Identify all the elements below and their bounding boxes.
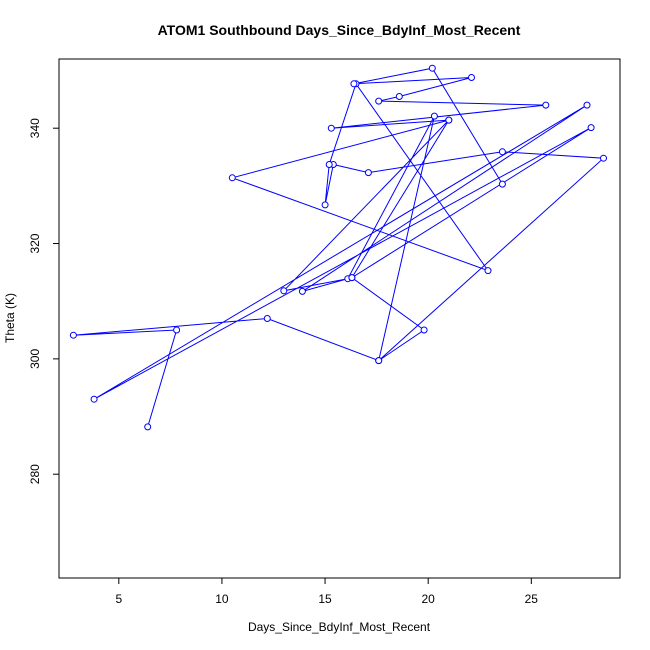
data-point <box>428 64 436 72</box>
data-point <box>498 148 506 156</box>
data-point <box>420 326 428 334</box>
y-tick-label: 280 <box>28 464 42 484</box>
y-axis-label: Theta (K) <box>3 293 17 343</box>
x-tick-label: 5 <box>115 592 122 606</box>
data-point <box>498 180 506 188</box>
y-tick-label: 300 <box>28 349 42 369</box>
data-point <box>327 124 335 132</box>
data-point <box>263 315 271 322</box>
plot-frame <box>58 58 621 579</box>
y-axis: 280 300 320 340 <box>28 118 59 484</box>
x-tick-label: 10 <box>215 592 229 606</box>
data-point <box>430 112 438 120</box>
series-layer <box>69 64 607 431</box>
y-tick-label: 340 <box>28 118 42 138</box>
x-tick-label: 20 <box>422 592 436 606</box>
data-point <box>395 93 403 100</box>
data-point <box>325 161 333 168</box>
data-point <box>375 357 383 365</box>
data-point <box>173 326 181 334</box>
data-point <box>350 80 358 88</box>
data-point <box>348 274 356 282</box>
data-point <box>144 423 152 431</box>
data-point <box>364 169 372 177</box>
data-point <box>587 124 595 132</box>
data-point <box>90 395 98 403</box>
data-point <box>321 201 329 209</box>
data-point <box>375 97 383 105</box>
data-point <box>69 331 77 339</box>
y-tick-label: 320 <box>28 233 42 253</box>
chart-title: ATOM1 Southbound Days_Since_BdyInf_Most_… <box>158 22 521 38</box>
x-tick-label: 25 <box>525 592 539 606</box>
series-line <box>73 67 605 428</box>
data-point <box>298 287 306 295</box>
data-point <box>468 74 475 81</box>
data-point <box>280 287 288 295</box>
x-axis-label: Days_Since_BdyInf_Most_Recent <box>248 620 431 634</box>
x-axis: 5 10 15 20 25 <box>115 578 538 606</box>
x-tick-label: 15 <box>318 592 332 606</box>
data-point <box>445 116 453 124</box>
data-point <box>228 174 236 182</box>
data-point <box>484 267 492 275</box>
data-point <box>542 101 550 109</box>
data-point <box>583 101 591 109</box>
data-point <box>600 154 607 162</box>
